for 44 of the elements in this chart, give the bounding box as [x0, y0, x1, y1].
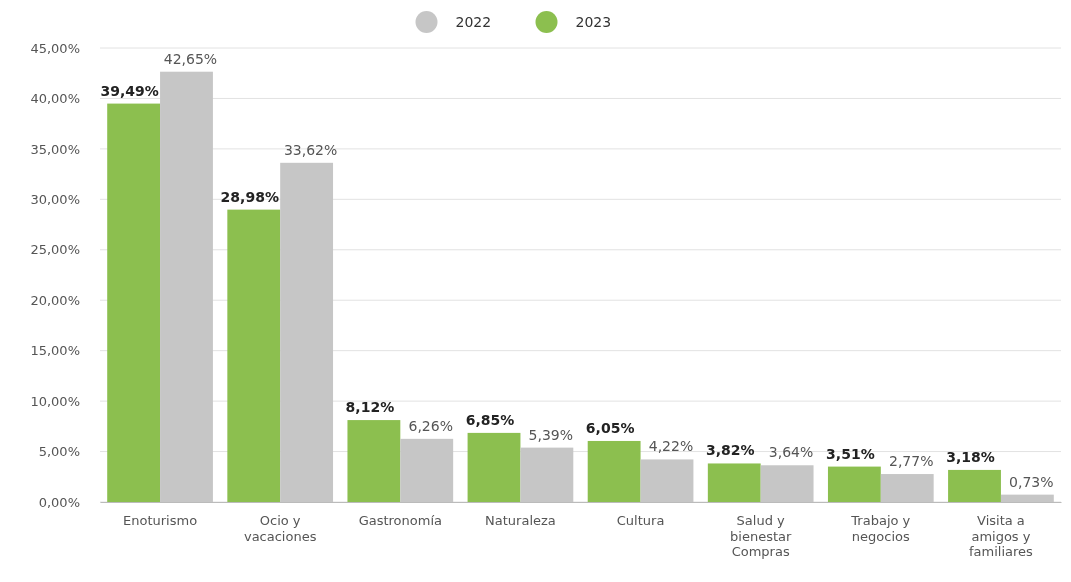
y-tick-label: 15,00%	[30, 343, 80, 359]
y-tick-label: 30,00%	[30, 191, 80, 207]
legend-label: 2023	[575, 13, 612, 30]
y-tick-label: 20,00%	[30, 292, 80, 308]
data-label: 3,64%	[768, 444, 814, 461]
data-label: 6,85%	[465, 411, 515, 428]
y-tick-label: 45,00%	[30, 40, 80, 56]
data-label: 28,98%	[220, 188, 279, 205]
x-tick-label: Enoturismo	[123, 513, 198, 529]
bar	[227, 209, 281, 502]
data-label: 6,05%	[585, 419, 635, 436]
y-tick-label: 40,00%	[30, 91, 80, 107]
data-label: 39,49%	[100, 82, 159, 99]
data-label: 42,65%	[163, 50, 218, 67]
bar	[467, 432, 521, 502]
data-label: 3,82%	[705, 442, 755, 459]
bar	[107, 103, 161, 502]
x-tick-label: Trabajo y negocios	[850, 513, 911, 544]
x-tick-label: Naturaleza	[485, 513, 556, 529]
bar	[948, 469, 1001, 502]
data-label: 5,39%	[528, 426, 574, 443]
bar	[707, 463, 761, 502]
bar	[347, 420, 401, 502]
data-label: 0,73%	[1009, 473, 1054, 490]
data-label: 6,26%	[408, 417, 453, 434]
bar	[827, 466, 881, 502]
y-tick-label: 35,00%	[30, 141, 80, 157]
x-tick-label: Visita a amigos y familiares	[969, 513, 1034, 560]
data-label: 4,22%	[648, 438, 694, 455]
x-tick-label: Ocio y vacaciones	[243, 513, 317, 544]
data-label: 2,77%	[889, 453, 934, 470]
y-tick-label: 5,00%	[38, 444, 80, 460]
bar	[587, 440, 641, 502]
x-tick-label: Gastronomía	[358, 513, 442, 529]
data-label: 8,12%	[345, 399, 395, 416]
y-tick-label: 10,00%	[30, 393, 80, 409]
data-label: 3,18%	[946, 448, 995, 465]
legend-label: 2022	[455, 13, 492, 30]
y-tick-label: 0,00%	[38, 494, 80, 510]
y-tick-label: 25,00%	[30, 242, 80, 258]
data-label: 3,51%	[826, 445, 875, 462]
x-tick-label: Cultura	[616, 513, 665, 529]
data-label: 33,62%	[283, 141, 338, 158]
x-tick-label: Salud y bienestar Compras	[730, 513, 792, 560]
